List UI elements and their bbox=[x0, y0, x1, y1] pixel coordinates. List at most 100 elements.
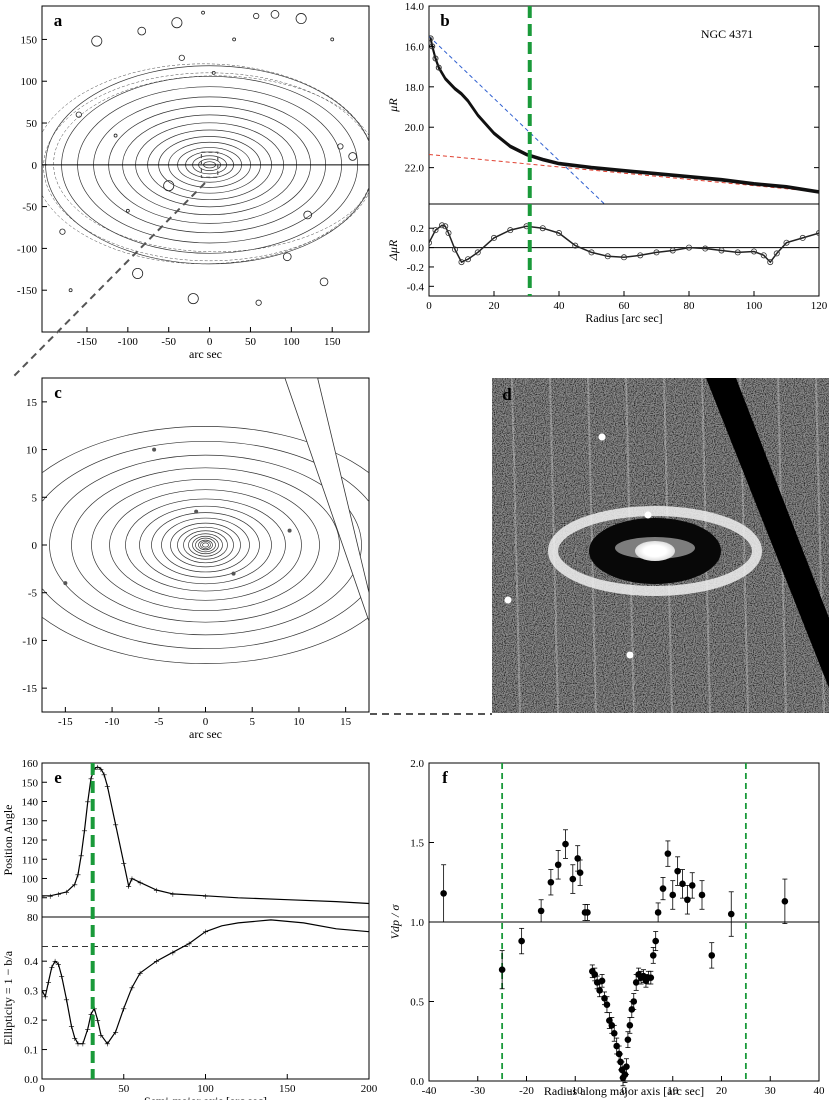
star-contour bbox=[231, 571, 236, 576]
residual-point bbox=[464, 256, 471, 263]
residual-point bbox=[760, 252, 767, 259]
star bbox=[504, 596, 512, 604]
ellipticity-point: + bbox=[63, 994, 69, 1006]
x-tick-label: 10 bbox=[667, 1085, 679, 1097]
star-contour bbox=[232, 37, 237, 42]
contour-line bbox=[200, 541, 211, 549]
ellipticity-point: + bbox=[72, 1033, 78, 1045]
residual-point bbox=[604, 253, 611, 260]
y-tick-label: 50 bbox=[26, 118, 38, 130]
residual-point bbox=[588, 249, 595, 256]
x-tick-label: -40 bbox=[422, 1085, 437, 1097]
ellipticity-point: + bbox=[52, 956, 58, 968]
y-tick-label: -150 bbox=[17, 285, 38, 297]
panel-label-e: e bbox=[54, 768, 62, 787]
pa-point: + bbox=[126, 881, 132, 893]
data-point bbox=[781, 898, 789, 905]
pa-point: + bbox=[81, 825, 87, 837]
y-tick-label: 100 bbox=[21, 76, 38, 88]
pa-point: + bbox=[94, 762, 100, 774]
profile-point bbox=[432, 55, 439, 62]
x-tick-label: -30 bbox=[470, 1085, 485, 1097]
panel-e-ellipticity-frame bbox=[41, 916, 370, 1080]
x-tick-label: 60 bbox=[619, 300, 631, 312]
x-tick-label: -100 bbox=[118, 336, 139, 348]
contour-line bbox=[42, 426, 369, 664]
star-contour bbox=[178, 54, 185, 61]
star-contour bbox=[287, 528, 292, 533]
residual-point bbox=[637, 252, 644, 259]
ellipticity-point: + bbox=[94, 1015, 100, 1027]
contour-line bbox=[91, 478, 320, 612]
star-contour bbox=[152, 447, 157, 452]
data-point bbox=[688, 882, 696, 889]
star bbox=[626, 651, 634, 659]
star-contour bbox=[348, 152, 357, 161]
y-tick-label: 22.0 bbox=[405, 163, 425, 175]
residual-point bbox=[474, 249, 481, 256]
data-point bbox=[623, 1063, 630, 1070]
data-point bbox=[669, 891, 677, 899]
ellipticity-point: + bbox=[75, 1039, 81, 1051]
y-tick-label: 130 bbox=[22, 816, 39, 828]
residual-point bbox=[718, 247, 725, 254]
contour-line bbox=[170, 522, 241, 568]
panel-b-frame bbox=[428, 5, 820, 205]
residual-point bbox=[783, 239, 790, 246]
pa-point: + bbox=[75, 870, 81, 882]
y-tick-label: -0.4 bbox=[407, 281, 425, 293]
pa-point: + bbox=[85, 797, 91, 809]
data-point bbox=[649, 952, 657, 959]
star-contour bbox=[171, 17, 183, 29]
ellipticity-point: + bbox=[112, 1027, 118, 1039]
contour-line bbox=[125, 498, 286, 592]
y-tick-label: 0 bbox=[32, 540, 38, 552]
data-point bbox=[562, 840, 569, 848]
data-point bbox=[654, 909, 662, 916]
y-tick-label: 0.1 bbox=[24, 1045, 38, 1057]
x-tick-label: 0 bbox=[39, 1083, 45, 1095]
ellipticity-point: + bbox=[59, 971, 65, 983]
panel-d-image bbox=[492, 378, 829, 713]
contour-line bbox=[71, 467, 340, 623]
pa-point: + bbox=[153, 885, 159, 897]
panel-e-plot: +++++++++++++++++++++++ bbox=[42, 762, 369, 905]
y-tick-label: 0.4 bbox=[24, 956, 38, 968]
contour-line bbox=[161, 517, 250, 573]
pa-point: + bbox=[101, 770, 107, 782]
contour-line bbox=[198, 539, 213, 551]
star-contour bbox=[187, 293, 199, 305]
x-tick-label: -50 bbox=[161, 336, 176, 348]
panel-label-d: d bbox=[502, 385, 512, 404]
ellipticity-point: + bbox=[45, 977, 51, 989]
contour-outer bbox=[43, 72, 369, 262]
data-point bbox=[603, 1001, 611, 1008]
panel-label-c: c bbox=[54, 383, 62, 402]
star-contour bbox=[282, 252, 292, 262]
ellipticity-point: + bbox=[129, 983, 135, 995]
x-axis-label: Radius [arc sec] bbox=[585, 311, 662, 325]
data-point bbox=[708, 952, 716, 959]
x-tick-label: 100 bbox=[283, 336, 300, 348]
x-axis-label: Semi-major axis [arc sec] bbox=[144, 1094, 267, 1100]
pa-point: + bbox=[78, 850, 84, 862]
x-tick-label: 40 bbox=[554, 300, 566, 312]
star-contour bbox=[253, 12, 260, 20]
pa-point: + bbox=[72, 879, 78, 891]
contour-line bbox=[202, 542, 209, 548]
data-point bbox=[547, 878, 555, 886]
x-tick-label: 0 bbox=[203, 716, 209, 728]
star-contour bbox=[113, 133, 118, 138]
y-axis-label: μR bbox=[386, 98, 400, 113]
residual-point bbox=[702, 245, 709, 252]
data-point bbox=[440, 890, 447, 897]
star-contour bbox=[91, 35, 103, 47]
x-tick-label: 5 bbox=[249, 716, 255, 728]
data-point bbox=[647, 974, 655, 981]
star-contour bbox=[68, 288, 73, 293]
x-tick-label: 200 bbox=[361, 1083, 378, 1095]
star-contour bbox=[137, 26, 147, 36]
y-tick-label: 0.2 bbox=[410, 223, 424, 235]
y-tick-label: 110 bbox=[22, 854, 39, 866]
y-axis-label: ΔμR bbox=[386, 239, 400, 261]
